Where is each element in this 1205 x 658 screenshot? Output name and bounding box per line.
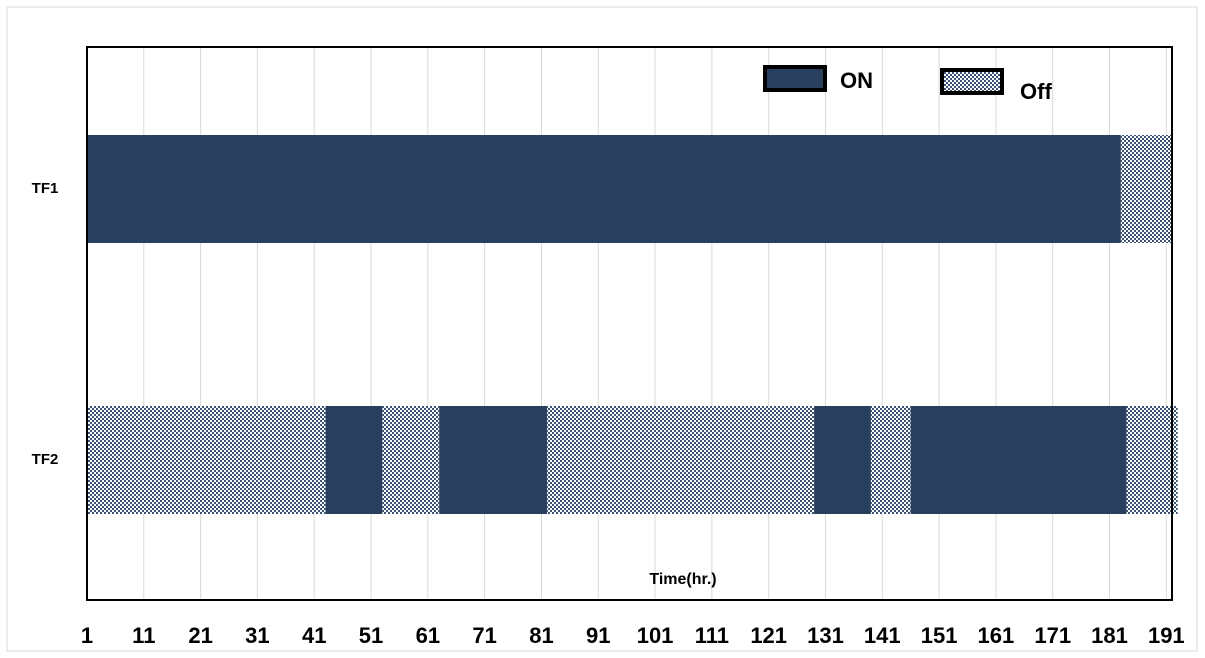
- x-tick-label: 31: [245, 623, 269, 648]
- x-tick-label: 71: [472, 623, 496, 648]
- segment: [325, 406, 383, 514]
- segment: [870, 406, 911, 514]
- segment: [910, 406, 1127, 514]
- x-tick-label: 21: [188, 623, 212, 648]
- x-tick-label: 91: [586, 623, 610, 648]
- x-tick-label: 51: [359, 623, 383, 648]
- plot-border: [86, 46, 1173, 601]
- category-label: TF2: [32, 451, 59, 468]
- x-tick-label: 151: [921, 623, 958, 648]
- x-tick-label: 131: [807, 623, 844, 648]
- x-tick-label: 11: [132, 623, 155, 648]
- x-tick-label: 61: [416, 623, 440, 648]
- segment: [382, 406, 440, 514]
- legend-swatch: [763, 65, 827, 92]
- x-tick-label: 101: [637, 623, 674, 648]
- segment: [87, 406, 326, 514]
- frame: [6, 6, 1198, 652]
- x-tick-label: 181: [1091, 623, 1128, 648]
- legend-label: Off: [1020, 79, 1052, 104]
- x-tick-label: 191: [1148, 623, 1185, 648]
- x-tick-label: 121: [750, 623, 787, 648]
- segment: [814, 406, 871, 514]
- x-axis-label: Time(hr.): [649, 571, 716, 588]
- x-tick-label: 81: [529, 623, 553, 648]
- segment: [439, 406, 548, 514]
- segment: [87, 135, 1121, 243]
- x-tick-label: 41: [302, 623, 326, 648]
- category-label: TF1: [32, 180, 59, 197]
- x-tick-label: 111: [695, 623, 729, 648]
- legend-swatch: [940, 68, 1004, 95]
- x-tick-label: 1: [81, 623, 93, 648]
- x-tick-label: 141: [864, 623, 901, 648]
- segment: [547, 406, 815, 514]
- x-tick-label: 161: [978, 623, 1015, 648]
- segment: [1126, 406, 1178, 514]
- legend-label: ON: [840, 68, 873, 93]
- segment: [1120, 135, 1172, 243]
- x-tick-label: 171: [1034, 623, 1071, 648]
